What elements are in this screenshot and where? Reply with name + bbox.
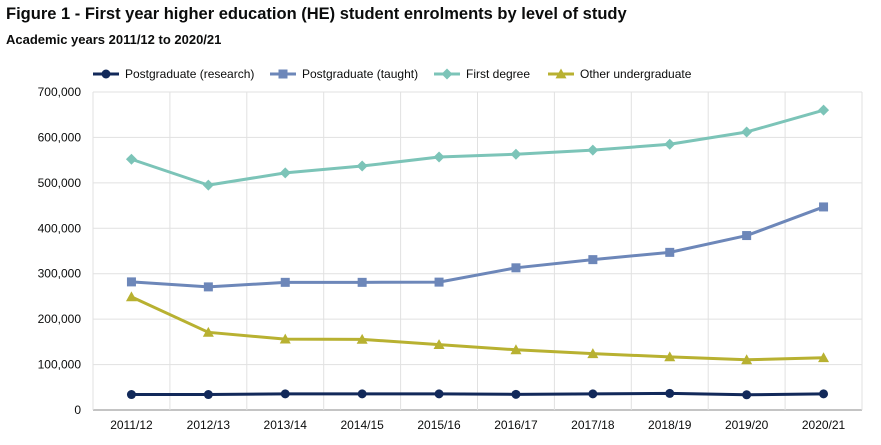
data-point-postgraduate-taught bbox=[434, 277, 444, 287]
legend-label: Postgraduate (taught) bbox=[302, 67, 418, 81]
x-tick-label: 2018/19 bbox=[648, 418, 692, 432]
data-point-first-degree bbox=[125, 153, 137, 165]
data-point-postgraduate-taught bbox=[665, 247, 675, 257]
data-point-postgraduate-taught bbox=[126, 277, 136, 287]
data-point-other-undergraduate bbox=[356, 333, 368, 344]
legend-item-first-degree: First degree bbox=[434, 67, 530, 81]
series-postgraduate-research bbox=[126, 388, 829, 400]
data-point-other-undergraduate bbox=[510, 344, 522, 355]
data-point-other-undergraduate bbox=[279, 333, 291, 344]
chart-subtitle: Academic years 2011/12 to 2020/21 bbox=[6, 32, 222, 47]
x-tick-label: 2016/17 bbox=[494, 418, 538, 432]
legend-label: Postgraduate (research) bbox=[125, 67, 254, 81]
data-point-other-undergraduate bbox=[125, 291, 137, 302]
legend-marker bbox=[278, 69, 288, 79]
data-point-postgraduate-taught bbox=[819, 202, 829, 212]
legend-marker bbox=[441, 68, 453, 80]
data-point-other-undergraduate bbox=[818, 352, 830, 363]
x-tick-label: 2019/20 bbox=[725, 418, 769, 432]
y-tick-label: 600,000 bbox=[38, 130, 82, 144]
legend: Postgraduate (research) Postgraduate (tau… bbox=[93, 67, 692, 81]
x-tick-label: 2014/15 bbox=[340, 418, 384, 432]
data-point-other-undergraduate bbox=[433, 339, 445, 349]
data-point-first-degree bbox=[741, 126, 753, 138]
data-point-postgraduate-research bbox=[665, 388, 675, 398]
y-axis-ticks: 0 100,000 200,000 300,000 400,000 500,000 600,… bbox=[38, 85, 82, 417]
data-point-first-degree bbox=[510, 148, 522, 160]
data-point-postgraduate-research bbox=[357, 389, 367, 399]
data-point-postgraduate-taught bbox=[742, 231, 752, 241]
chart-title: Figure 1 - First year higher education (… bbox=[6, 5, 627, 23]
data-point-other-undergraduate bbox=[664, 351, 676, 362]
data-point-first-degree bbox=[818, 104, 830, 116]
series-lines bbox=[125, 104, 830, 400]
data-point-first-degree bbox=[433, 151, 445, 163]
data-point-postgraduate-research bbox=[819, 389, 829, 399]
x-axis-ticks: 2011/12 2012/13 2013/14 2014/15 2015/16 2016/… bbox=[110, 418, 845, 432]
data-point-postgraduate-taught bbox=[280, 277, 290, 287]
y-tick-label: 700,000 bbox=[38, 85, 82, 99]
series-other-undergraduate bbox=[125, 291, 830, 365]
data-point-postgraduate-taught bbox=[511, 263, 521, 273]
legend-item-postgraduate-research: Postgraduate (research) bbox=[93, 67, 254, 81]
data-point-postgraduate-taught bbox=[357, 277, 367, 287]
data-point-first-degree bbox=[279, 167, 291, 179]
legend-marker bbox=[555, 68, 567, 79]
y-tick-label: 500,000 bbox=[38, 176, 82, 190]
series-line-postgraduate-research bbox=[129, 391, 826, 397]
x-tick-label: 2011/12 bbox=[110, 418, 153, 432]
data-point-postgraduate-research bbox=[203, 390, 213, 400]
data-point-first-degree bbox=[587, 144, 599, 156]
data-point-first-degree bbox=[202, 179, 214, 191]
legend-label: First degree bbox=[466, 67, 530, 81]
legend-marker bbox=[101, 69, 111, 79]
data-point-postgraduate-research bbox=[742, 390, 752, 400]
x-tick-label: 2020/21 bbox=[802, 418, 846, 432]
data-point-postgraduate-research bbox=[280, 389, 290, 399]
legend-label: Other undergraduate bbox=[580, 67, 692, 81]
y-tick-label: 300,000 bbox=[38, 267, 82, 281]
data-point-postgraduate-taught bbox=[203, 282, 213, 292]
y-tick-label: 100,000 bbox=[38, 358, 82, 372]
y-tick-label: 0 bbox=[74, 403, 81, 417]
data-point-postgraduate-research bbox=[126, 390, 136, 400]
x-tick-label: 2017/18 bbox=[571, 418, 615, 432]
data-point-first-degree bbox=[664, 138, 676, 150]
data-point-other-undergraduate bbox=[587, 348, 599, 359]
y-tick-label: 400,000 bbox=[38, 221, 82, 235]
x-tick-label: 2013/14 bbox=[264, 418, 308, 432]
data-point-postgraduate-taught bbox=[588, 255, 598, 265]
data-point-first-degree bbox=[356, 160, 368, 172]
legend-item-postgraduate-taught: Postgraduate (taught) bbox=[270, 67, 418, 81]
data-point-other-undergraduate bbox=[202, 326, 214, 337]
data-point-postgraduate-research bbox=[588, 389, 598, 399]
data-point-postgraduate-research bbox=[434, 389, 444, 399]
series-first-degree bbox=[125, 104, 830, 191]
y-tick-label: 200,000 bbox=[38, 312, 82, 326]
data-point-postgraduate-research bbox=[511, 389, 521, 399]
x-tick-label: 2012/13 bbox=[187, 418, 231, 432]
gridlines bbox=[92, 91, 863, 411]
legend-item-other-undergraduate: Other undergraduate bbox=[548, 67, 692, 81]
series-postgraduate-taught bbox=[126, 202, 829, 292]
x-tick-label: 2015/16 bbox=[417, 418, 461, 432]
series-line-first-degree bbox=[129, 108, 826, 187]
data-point-other-undergraduate bbox=[741, 354, 753, 365]
series-line-other-undergraduate bbox=[129, 295, 826, 362]
series-line-postgraduate-taught bbox=[129, 205, 826, 289]
